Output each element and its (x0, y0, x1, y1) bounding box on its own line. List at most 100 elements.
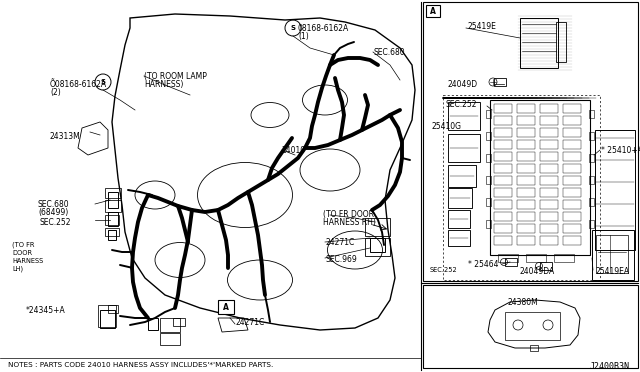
Bar (589, 132, 594, 140)
Text: *24345+A: *24345+A (26, 306, 66, 315)
Bar (365, 238, 390, 256)
Text: SEC.252: SEC.252 (445, 100, 477, 109)
Bar (517, 224, 535, 233)
Bar (540, 262, 552, 270)
Bar (486, 154, 491, 162)
Bar (517, 140, 535, 149)
Bar (517, 152, 535, 161)
Bar (540, 200, 558, 209)
Bar (448, 165, 476, 187)
Bar (494, 78, 506, 86)
Bar (105, 188, 121, 198)
Bar (494, 176, 512, 185)
Bar (494, 128, 512, 137)
Bar (490, 100, 590, 255)
Text: (TO FR: (TO FR (12, 242, 35, 248)
Text: 25410G: 25410G (432, 122, 462, 131)
Bar (563, 236, 581, 245)
Bar (494, 188, 512, 197)
Bar (589, 220, 594, 228)
Bar (494, 236, 512, 245)
Bar (563, 116, 581, 125)
Bar (540, 152, 558, 161)
Bar (540, 116, 558, 125)
Bar (105, 215, 119, 225)
Text: 24010: 24010 (282, 146, 306, 155)
Bar (517, 116, 535, 125)
Bar (494, 200, 512, 209)
Bar (105, 200, 121, 212)
Bar (589, 198, 594, 206)
Bar (540, 212, 558, 221)
Bar (517, 188, 535, 197)
Text: J2400B3N: J2400B3N (590, 362, 630, 371)
Text: 08168-6162A: 08168-6162A (298, 24, 349, 33)
Bar (517, 200, 535, 209)
Bar (160, 318, 180, 332)
Text: (2): (2) (50, 88, 61, 97)
Text: A: A (223, 302, 229, 311)
Bar (563, 152, 581, 161)
Bar (517, 104, 535, 113)
Text: 24049D: 24049D (447, 80, 477, 89)
Bar (592, 230, 634, 280)
Bar (160, 333, 180, 345)
Bar (448, 134, 480, 162)
Text: SEC.252: SEC.252 (40, 218, 72, 227)
Text: (TO FR DOOR: (TO FR DOOR (323, 210, 374, 219)
Bar (486, 220, 491, 228)
Bar (426, 5, 440, 17)
Bar (494, 212, 512, 221)
Bar (517, 128, 535, 137)
Text: HARNESS: HARNESS (12, 258, 44, 264)
Bar (556, 22, 566, 62)
Text: S: S (100, 79, 106, 85)
Text: HARNESS): HARNESS) (144, 80, 184, 89)
Text: (68499): (68499) (38, 208, 68, 217)
Bar (423, 285, 638, 368)
Bar (423, 2, 638, 281)
Bar (494, 152, 512, 161)
Text: SEC.252: SEC.252 (430, 267, 458, 273)
Bar (505, 258, 517, 266)
Bar (494, 164, 512, 173)
Bar (494, 104, 512, 113)
Bar (540, 164, 558, 173)
Bar (563, 188, 581, 197)
Bar (486, 110, 491, 118)
Bar (448, 230, 470, 246)
Bar (173, 318, 185, 326)
Text: 24313M: 24313M (50, 132, 81, 141)
Text: * 25464: * 25464 (468, 260, 499, 269)
Bar (563, 200, 581, 209)
Bar (595, 130, 635, 250)
Bar (448, 210, 470, 228)
Bar (108, 305, 118, 313)
Bar (448, 188, 472, 208)
Bar (540, 176, 558, 185)
Text: HARNESS RH): HARNESS RH) (323, 218, 376, 227)
Bar (540, 236, 558, 245)
Bar (554, 254, 574, 262)
Text: 24380M: 24380M (507, 298, 538, 307)
Bar (540, 140, 558, 149)
Bar (589, 154, 594, 162)
Text: * 25410+A: * 25410+A (601, 146, 640, 155)
Bar (486, 132, 491, 140)
Bar (589, 110, 594, 118)
Text: LH): LH) (12, 266, 23, 273)
Bar (520, 18, 558, 68)
Bar (218, 300, 234, 314)
Bar (563, 212, 581, 221)
Bar (589, 176, 594, 184)
Bar (563, 104, 581, 113)
Bar (563, 128, 581, 137)
Bar (563, 224, 581, 233)
Text: DOOR: DOOR (12, 250, 32, 256)
Bar (563, 140, 581, 149)
Text: (1): (1) (298, 32, 308, 41)
Text: 24271C: 24271C (235, 318, 264, 327)
Bar (540, 104, 558, 113)
Bar (498, 254, 518, 262)
Bar (486, 176, 491, 184)
